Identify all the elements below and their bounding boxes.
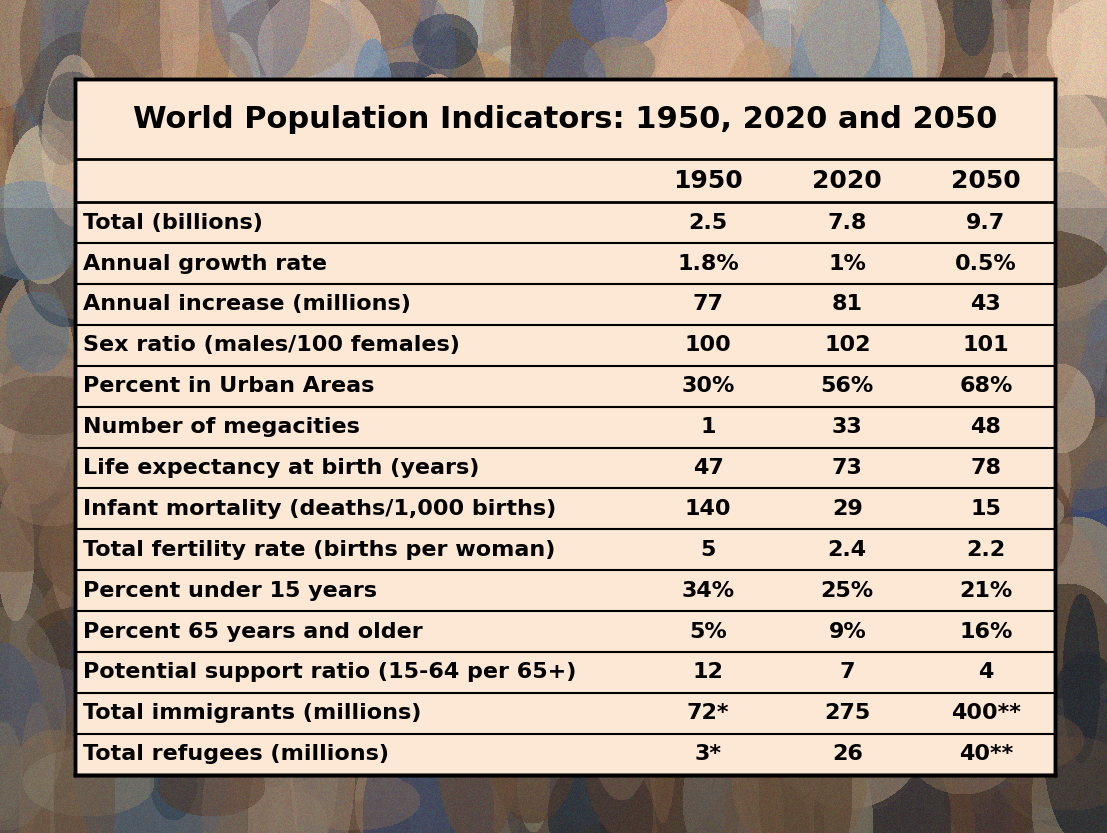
Text: 0.5%: 0.5%: [955, 253, 1016, 273]
Text: 30%: 30%: [682, 377, 735, 397]
Text: 73: 73: [831, 458, 862, 478]
Text: 26: 26: [831, 744, 862, 764]
Text: Annual increase (millions): Annual increase (millions): [83, 295, 411, 315]
Text: Total (billions): Total (billions): [83, 212, 263, 232]
Text: 1950: 1950: [673, 169, 743, 192]
Text: 100: 100: [685, 336, 732, 356]
Text: 101: 101: [963, 336, 1010, 356]
Text: Sex ratio (males/100 females): Sex ratio (males/100 females): [83, 336, 461, 356]
Text: 72*: 72*: [687, 703, 730, 723]
Text: 1.8%: 1.8%: [677, 253, 739, 273]
Text: 7: 7: [839, 662, 855, 682]
Text: 275: 275: [824, 703, 870, 723]
Text: Life expectancy at birth (years): Life expectancy at birth (years): [83, 458, 479, 478]
Text: Infant mortality (deaths/1,000 births): Infant mortality (deaths/1,000 births): [83, 499, 557, 519]
Text: 56%: 56%: [820, 377, 873, 397]
Text: Percent in Urban Areas: Percent in Urban Areas: [83, 377, 374, 397]
Text: 2.2: 2.2: [966, 540, 1005, 560]
Text: Annual growth rate: Annual growth rate: [83, 253, 328, 273]
Text: Total fertility rate (births per woman): Total fertility rate (births per woman): [83, 540, 556, 560]
Text: Number of megacities: Number of megacities: [83, 417, 360, 437]
Text: 78: 78: [971, 458, 1002, 478]
Text: 7.8: 7.8: [828, 212, 867, 232]
Text: 9%: 9%: [828, 621, 866, 641]
Text: 1%: 1%: [828, 253, 866, 273]
Text: 29: 29: [831, 499, 862, 519]
Text: 21%: 21%: [960, 581, 1013, 601]
Text: 68%: 68%: [959, 377, 1013, 397]
Text: 40**: 40**: [959, 744, 1013, 764]
Text: 5: 5: [701, 540, 716, 560]
Text: 47: 47: [693, 458, 724, 478]
Text: 34%: 34%: [682, 581, 735, 601]
Text: 140: 140: [685, 499, 732, 519]
Text: 1: 1: [701, 417, 716, 437]
Text: Total immigrants (millions): Total immigrants (millions): [83, 703, 422, 723]
Text: 2.4: 2.4: [828, 540, 867, 560]
Text: Potential support ratio (15-64 per 65+): Potential support ratio (15-64 per 65+): [83, 662, 577, 682]
Text: 25%: 25%: [820, 581, 873, 601]
Text: 77: 77: [693, 295, 724, 315]
Text: 81: 81: [831, 295, 862, 315]
Text: Percent under 15 years: Percent under 15 years: [83, 581, 377, 601]
Text: 2050: 2050: [951, 169, 1021, 192]
Bar: [75, 79, 1055, 775]
Text: 33: 33: [831, 417, 862, 437]
Text: 48: 48: [971, 417, 1002, 437]
Text: 3*: 3*: [695, 744, 722, 764]
Text: 2020: 2020: [813, 169, 882, 192]
Text: Total refugees (millions): Total refugees (millions): [83, 744, 390, 764]
Text: 43: 43: [971, 295, 1001, 315]
Text: 15: 15: [971, 499, 1002, 519]
Text: 2.5: 2.5: [689, 212, 727, 232]
Text: Percent 65 years and older: Percent 65 years and older: [83, 621, 423, 641]
Text: 9.7: 9.7: [966, 212, 1005, 232]
Text: 12: 12: [693, 662, 724, 682]
Text: 400**: 400**: [951, 703, 1021, 723]
Text: 4: 4: [979, 662, 994, 682]
Text: 5%: 5%: [690, 621, 727, 641]
Text: World Population Indicators: 1950, 2020 and 2050: World Population Indicators: 1950, 2020 …: [133, 105, 997, 133]
Text: 16%: 16%: [959, 621, 1013, 641]
Text: 102: 102: [824, 336, 870, 356]
